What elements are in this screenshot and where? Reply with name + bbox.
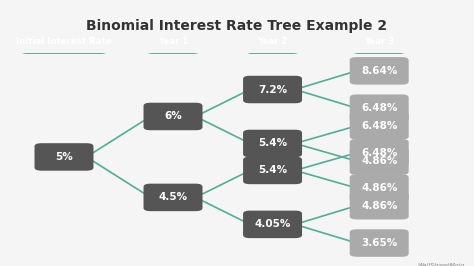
FancyBboxPatch shape	[144, 184, 202, 211]
FancyBboxPatch shape	[350, 192, 409, 219]
FancyBboxPatch shape	[350, 112, 409, 140]
Text: 6.48%: 6.48%	[361, 103, 397, 113]
Text: 6.48%: 6.48%	[361, 121, 397, 131]
Text: 6.48%: 6.48%	[361, 148, 397, 158]
Text: Binomial Interest Rate Tree Example 2: Binomial Interest Rate Tree Example 2	[86, 19, 388, 33]
Text: WallStreetMojo: WallStreetMojo	[417, 263, 465, 266]
Text: 8.64%: 8.64%	[361, 66, 397, 76]
Text: Year 2: Year 2	[257, 37, 288, 46]
Text: 5.4%: 5.4%	[258, 165, 287, 175]
Text: Year 3: Year 3	[364, 37, 394, 46]
FancyBboxPatch shape	[350, 94, 409, 122]
FancyBboxPatch shape	[352, 29, 406, 53]
Text: 4.05%: 4.05%	[255, 219, 291, 229]
Text: 5.4%: 5.4%	[258, 139, 287, 148]
FancyBboxPatch shape	[243, 130, 302, 157]
FancyBboxPatch shape	[20, 29, 108, 53]
Text: Year 1: Year 1	[158, 37, 188, 46]
FancyBboxPatch shape	[246, 29, 300, 53]
Text: 4.86%: 4.86%	[361, 156, 397, 166]
FancyBboxPatch shape	[146, 29, 200, 53]
FancyBboxPatch shape	[350, 229, 409, 257]
FancyBboxPatch shape	[243, 157, 302, 184]
Text: 3.65%: 3.65%	[361, 238, 397, 248]
Text: Initial Interest Rate: Initial Interest Rate	[16, 37, 112, 46]
Text: 4.5%: 4.5%	[158, 192, 188, 202]
FancyBboxPatch shape	[350, 139, 409, 167]
FancyBboxPatch shape	[144, 103, 202, 130]
Text: 7.2%: 7.2%	[258, 85, 287, 94]
Text: 6%: 6%	[164, 111, 182, 122]
FancyBboxPatch shape	[243, 76, 302, 103]
FancyBboxPatch shape	[243, 211, 302, 238]
Text: 4.86%: 4.86%	[361, 183, 397, 193]
FancyBboxPatch shape	[350, 174, 409, 202]
FancyBboxPatch shape	[350, 57, 409, 85]
Text: 4.86%: 4.86%	[361, 201, 397, 211]
FancyBboxPatch shape	[35, 143, 93, 171]
Text: 5%: 5%	[55, 152, 73, 162]
FancyBboxPatch shape	[350, 147, 409, 175]
